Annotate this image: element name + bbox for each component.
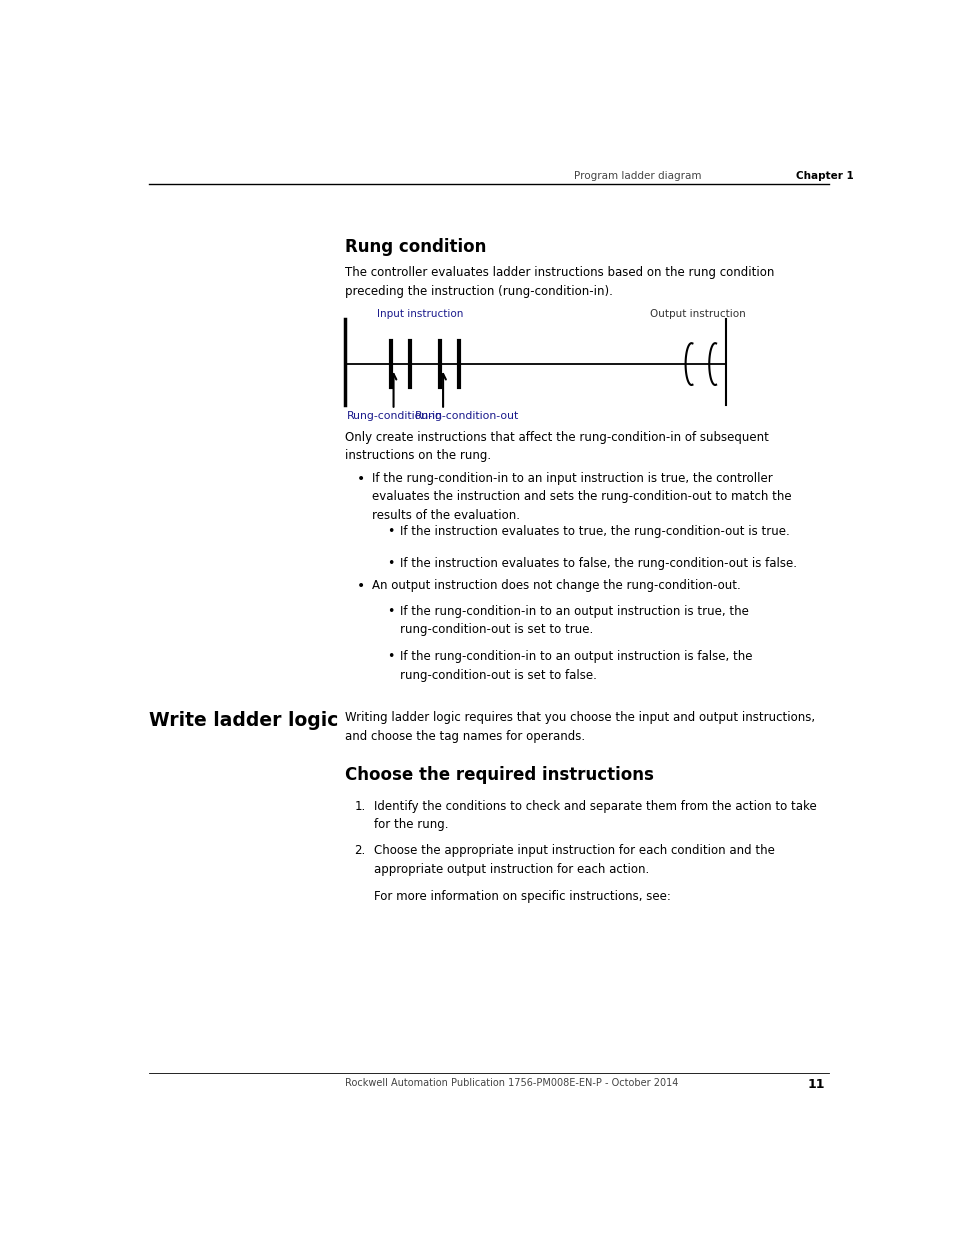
Text: If the instruction evaluates to true, the rung-condition-out is true.: If the instruction evaluates to true, th…: [400, 525, 789, 537]
Text: For more information on specific instructions, see:: For more information on specific instruc…: [374, 890, 671, 903]
Text: •: •: [357, 472, 365, 485]
Text: 11: 11: [807, 1078, 824, 1092]
Text: Input instruction: Input instruction: [376, 310, 462, 320]
Text: If the rung-condition-in to an output instruction is false, the
rung-condition-o: If the rung-condition-in to an output in…: [400, 651, 752, 682]
Text: Rung-condition-out: Rung-condition-out: [415, 411, 518, 421]
Text: Write ladder logic: Write ladder logic: [149, 711, 338, 730]
Text: Rung condition: Rung condition: [344, 237, 486, 256]
Text: Writing ladder logic requires that you choose the input and output instructions,: Writing ladder logic requires that you c…: [344, 711, 814, 742]
Text: •: •: [387, 525, 394, 537]
Text: An output instruction does not change the rung-condition-out.: An output instruction does not change th…: [372, 579, 740, 592]
Text: •: •: [387, 651, 394, 663]
Text: Identify the conditions to check and separate them from the action to take
for t: Identify the conditions to check and sep…: [374, 799, 816, 831]
Text: •: •: [357, 579, 365, 593]
Text: Chapter 1: Chapter 1: [795, 172, 853, 182]
Text: Output instruction: Output instruction: [649, 310, 745, 320]
Text: 1.: 1.: [354, 799, 365, 813]
Text: Rung-condition-in: Rung-condition-in: [347, 411, 442, 421]
Text: Only create instructions that affect the rung-condition-in of subsequent
instruc: Only create instructions that affect the…: [344, 431, 768, 462]
Text: Rockwell Automation Publication 1756-PM008E-EN-P - October 2014: Rockwell Automation Publication 1756-PM0…: [344, 1078, 678, 1088]
Text: Program ladder diagram: Program ladder diagram: [574, 172, 700, 182]
Text: Choose the appropriate input instruction for each condition and the
appropriate : Choose the appropriate input instruction…: [374, 845, 775, 876]
Text: If the instruction evaluates to false, the rung-condition-out is false.: If the instruction evaluates to false, t…: [400, 557, 797, 571]
Text: If the rung-condition-in to an input instruction is true, the controller
evaluat: If the rung-condition-in to an input ins…: [372, 472, 791, 521]
Text: The controller evaluates ladder instructions based on the rung condition
precedi: The controller evaluates ladder instruct…: [344, 266, 773, 298]
Text: Choose the required instructions: Choose the required instructions: [344, 766, 653, 784]
Text: If the rung-condition-in to an output instruction is true, the
rung-condition-ou: If the rung-condition-in to an output in…: [400, 605, 748, 636]
Text: •: •: [387, 605, 394, 618]
Text: 2.: 2.: [354, 845, 365, 857]
Text: •: •: [387, 557, 394, 571]
